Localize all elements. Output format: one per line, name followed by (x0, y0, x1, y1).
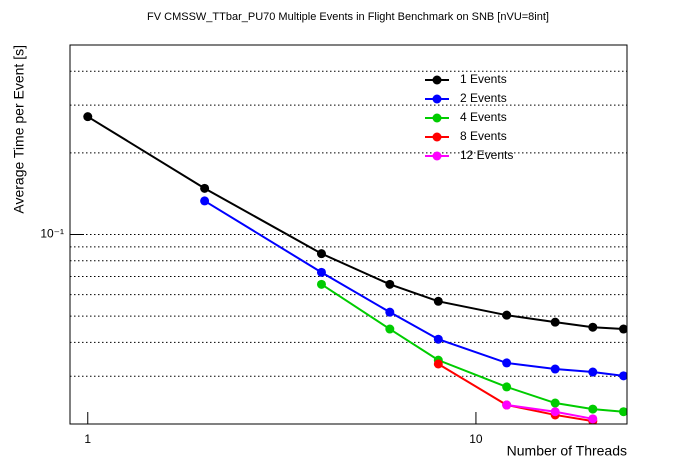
series-line (437, 363, 593, 423)
data-point (200, 183, 210, 193)
data-point (316, 279, 326, 289)
legend-label: 12 Events (460, 148, 513, 162)
data-point (550, 407, 560, 417)
y-tick-label: 10⁻¹ (40, 227, 64, 241)
series-line (204, 200, 624, 377)
data-point (588, 414, 598, 424)
data-point (316, 249, 326, 259)
legend-marker (432, 75, 442, 85)
chart-title: FV CMSSW_TTbar_PU70 Multiple Events in F… (147, 11, 549, 23)
data-point (433, 334, 443, 344)
data-point (502, 310, 512, 320)
data-point (619, 407, 627, 417)
legend-marker (432, 94, 442, 104)
legend: 1 Events 2 Events 4 Events 8 Events 12 Event… (425, 72, 513, 162)
legend-marker (432, 113, 442, 123)
data-point (316, 267, 326, 277)
plot-area (83, 112, 627, 424)
y-axis-title: Average Time per Event [s] (11, 45, 27, 214)
data-point (385, 324, 395, 334)
data-point (588, 404, 598, 414)
legend-label: 8 Events (460, 129, 507, 143)
data-point (200, 196, 210, 206)
x-tick-label: 10 (469, 432, 483, 446)
data-point (385, 279, 395, 289)
data-point (502, 382, 512, 392)
data-point (588, 322, 598, 332)
data-point (385, 307, 395, 317)
data-point (502, 358, 512, 368)
legend-label: 4 Events (460, 110, 507, 124)
data-point (83, 112, 93, 122)
data-point (433, 296, 443, 306)
x-tick-label: 1 (84, 432, 91, 446)
x-axis-title: Number of Threads (507, 443, 627, 459)
data-point (550, 398, 560, 408)
legend-marker (432, 151, 442, 161)
legend-label: 2 Events (460, 91, 507, 105)
data-point (433, 359, 443, 369)
legend-label: 1 Events (460, 72, 507, 86)
data-point (619, 324, 627, 334)
data-point (550, 317, 560, 327)
data-point (588, 367, 598, 377)
data-point (550, 364, 560, 374)
grid (70, 70, 627, 377)
data-point (502, 400, 512, 410)
data-point (619, 371, 627, 381)
legend-marker (432, 132, 442, 142)
